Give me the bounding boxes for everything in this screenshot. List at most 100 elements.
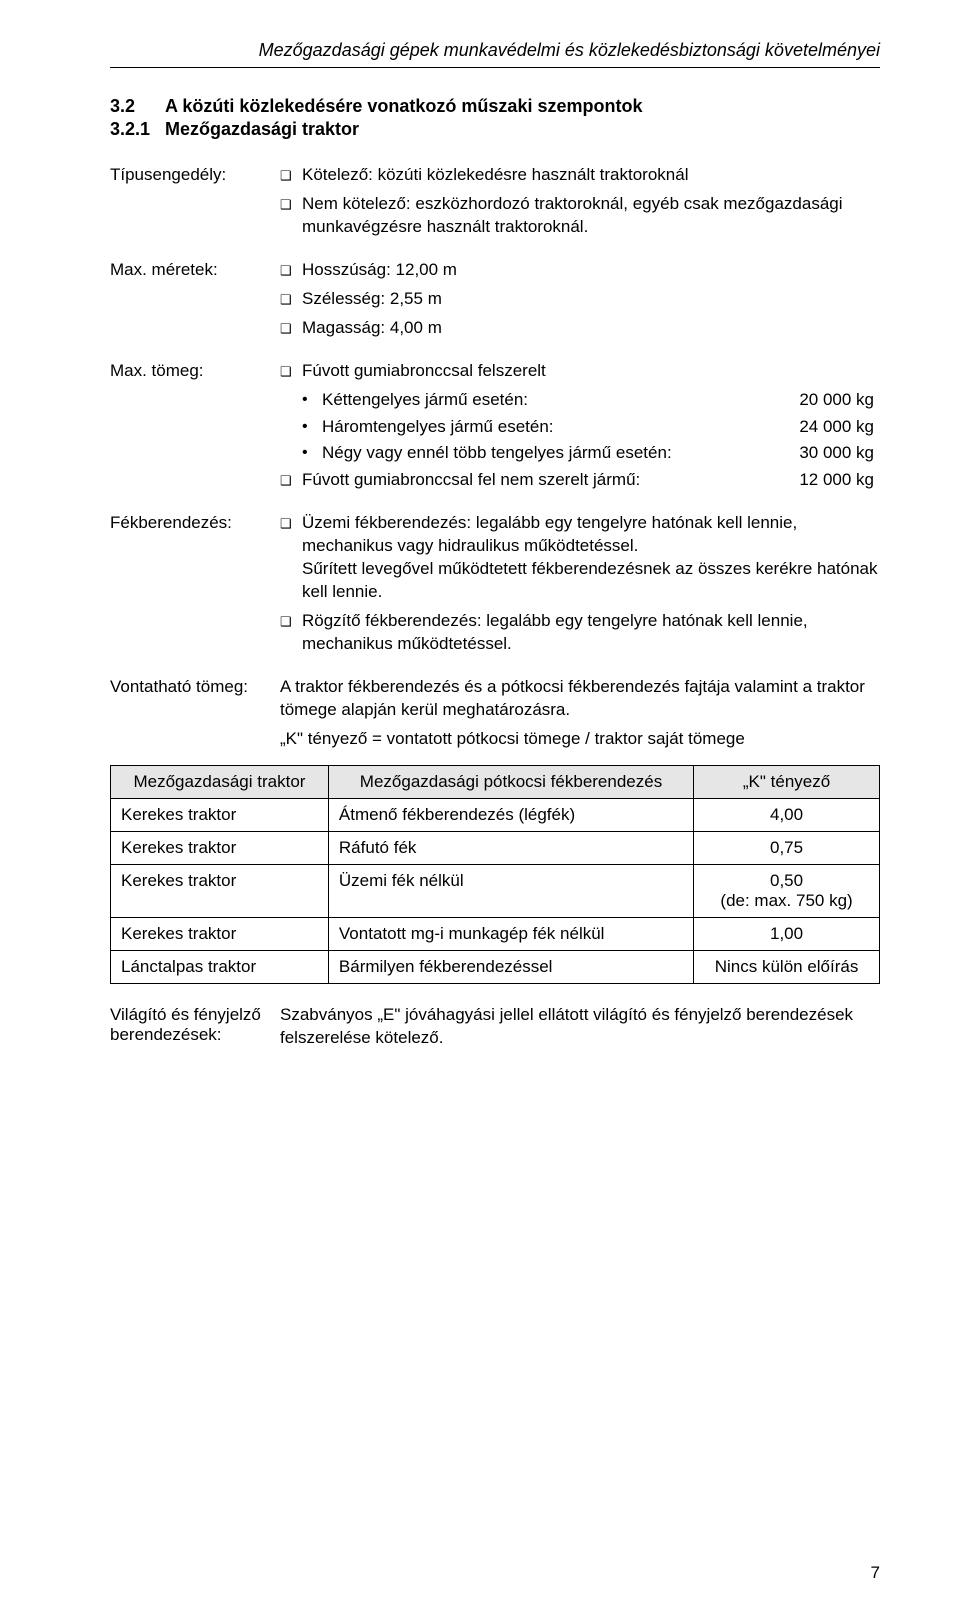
table-cell: Ráfutó fék — [328, 831, 693, 864]
section-title: A közúti közlekedésére vonatkozó műszaki… — [165, 96, 642, 117]
sub-list-item: • Négy vagy ennél több tengelyes jármű e… — [302, 442, 880, 465]
table-cell: 4,00 — [694, 798, 880, 831]
header-rule — [110, 67, 880, 68]
spec-block: Típusengedély: ❑ Kötelező: közúti közlek… — [110, 164, 880, 751]
sub-value: 24 000 kg — [769, 416, 880, 439]
table-header-cell: Mezőgazdasági pótkocsi fékberendezés — [328, 765, 693, 798]
table-cell: Kerekes traktor — [111, 917, 329, 950]
dot-bullet-icon: • — [302, 442, 322, 464]
list-text: Hosszúság: 12,00 m — [302, 259, 880, 282]
table-header-row: Mezőgazdasági traktor Mezőgazdasági pótk… — [111, 765, 880, 798]
spec-body: ❑ Hosszúság: 12,00 m ❑ Szélesség: 2,55 m… — [280, 259, 880, 346]
sub-list: • Kéttengelyes jármű esetén: 20 000 kg •… — [302, 389, 880, 466]
table-cell: 1,00 — [694, 917, 880, 950]
square-bullet-icon: ❑ — [280, 360, 302, 381]
spec-body: ❑ Kötelező: közúti közlekedésre használt… — [280, 164, 880, 245]
towable-p2: „K" tényező = vontatott pótkocsi tömege … — [280, 728, 880, 751]
square-bullet-icon: ❑ — [280, 512, 302, 533]
k-factor-table: Mezőgazdasági traktor Mezőgazdasági pótk… — [110, 765, 880, 984]
list-text: Kötelező: közúti közlekedésre használt t… — [302, 164, 880, 187]
table-cell: Üzemi fék nélkül — [328, 864, 693, 917]
lighting-p1: Szabványos „E" jóváhagyási jellel elláto… — [280, 1004, 880, 1050]
table-cell: 0,75 — [694, 831, 880, 864]
table-cell: Kerekes traktor — [111, 831, 329, 864]
spec-body: ❑ Fúvott gumiabronccsal felszerelt • Két… — [280, 360, 880, 499]
square-bullet-icon: ❑ — [280, 193, 302, 214]
spec-lighting-block: Világító és fényjelző berendezések: Szab… — [110, 1004, 880, 1050]
list-item: ❑ Hosszúság: 12,00 m — [280, 259, 880, 282]
list-text: Nem kötelező: eszközhordozó traktoroknál… — [302, 193, 880, 239]
table-header-cell: Mezőgazdasági traktor — [111, 765, 329, 798]
section-heading-3-2-1: 3.2.1 Mezőgazdasági traktor — [110, 119, 880, 140]
table-header-cell: „K" tényező — [694, 765, 880, 798]
towable-p1: A traktor fékberendezés és a pótkocsi fé… — [280, 676, 880, 722]
sub-list-item: • Kéttengelyes jármű esetén: 20 000 kg — [302, 389, 880, 412]
square-bullet-icon: ❑ — [280, 259, 302, 280]
square-bullet-icon: ❑ — [280, 317, 302, 338]
inline-value: 12 000 kg — [769, 469, 880, 492]
table-cell: Nincs külön előírás — [694, 950, 880, 983]
table-cell: Átmenő fékberendezés (légfék) — [328, 798, 693, 831]
section-heading-3-2: 3.2 A közúti közlekedésére vonatkozó műs… — [110, 96, 880, 117]
sub-value: 30 000 kg — [769, 442, 880, 465]
brakes-p2: Sűrített levegővel működtetett fékberend… — [302, 559, 878, 601]
list-text: Fúvott gumiabronccsal fel nem szerelt já… — [302, 469, 880, 492]
spec-max-weight: Max. tömeg: ❑ Fúvott gumiabronccsal fels… — [110, 360, 880, 499]
square-bullet-icon: ❑ — [280, 469, 302, 490]
spec-label: Max. tömeg: — [110, 360, 280, 381]
spec-label: Max. méretek: — [110, 259, 280, 280]
section-title: Mezőgazdasági traktor — [165, 119, 359, 140]
square-bullet-icon: ❑ — [280, 610, 302, 631]
page: Mezőgazdasági gépek munkavédelmi és közl… — [0, 0, 960, 1613]
list-text: Magasság: 4,00 m — [302, 317, 880, 340]
section-number: 3.2.1 — [110, 119, 165, 140]
spec-body: Szabványos „E" jóváhagyási jellel elláto… — [280, 1004, 880, 1050]
table-row: Kerekes traktor Vontatott mg-i munkagép … — [111, 917, 880, 950]
table-cell: 0,50 (de: max. 750 kg) — [694, 864, 880, 917]
spec-body: A traktor fékberendezés és a pótkocsi fé… — [280, 676, 880, 751]
spec-max-dimensions: Max. méretek: ❑ Hosszúság: 12,00 m ❑ Szé… — [110, 259, 880, 346]
list-text: Üzemi fékberendezés: legalább egy tengel… — [302, 512, 880, 604]
list-item: ❑ Nem kötelező: eszközhordozó traktorokn… — [280, 193, 880, 239]
spec-label: Vontatható tömeg: — [110, 676, 280, 697]
spec-brakes: Fékberendezés: ❑ Üzemi fékberendezés: le… — [110, 512, 880, 662]
page-header-title: Mezőgazdasági gépek munkavédelmi és közl… — [110, 40, 880, 61]
list-item: ❑ Üzemi fékberendezés: legalább egy teng… — [280, 512, 880, 604]
sub-label: Négy vagy ennél több tengelyes jármű ese… — [322, 442, 769, 465]
dot-bullet-icon: • — [302, 389, 322, 411]
list-text: Szélesség: 2,55 m — [302, 288, 880, 311]
spec-towable: Vontatható tömeg: A traktor fékberendezé… — [110, 676, 880, 751]
spec-label: Fékberendezés: — [110, 512, 280, 533]
brakes-p1: Üzemi fékberendezés: legalább egy tengel… — [302, 513, 797, 555]
page-number: 7 — [871, 1563, 880, 1583]
table-row: Kerekes traktor Üzemi fék nélkül 0,50 (d… — [111, 864, 880, 917]
table-row: Lánctalpas traktor Bármilyen fékberendez… — [111, 950, 880, 983]
inline-label: Fúvott gumiabronccsal fel nem szerelt já… — [302, 469, 769, 492]
section-number: 3.2 — [110, 96, 165, 117]
table-cell: Vontatott mg-i munkagép fék nélkül — [328, 917, 693, 950]
list-item: ❑ Kötelező: közúti közlekedésre használt… — [280, 164, 880, 187]
list-text: Rögzítő fékberendezés: legalább egy teng… — [302, 610, 880, 656]
list-item: ❑ Szélesség: 2,55 m — [280, 288, 880, 311]
square-bullet-icon: ❑ — [280, 164, 302, 185]
list-text: Fúvott gumiabronccsal felszerelt — [302, 360, 880, 383]
sub-value: 20 000 kg — [769, 389, 880, 412]
list-item: ❑ Fúvott gumiabronccsal fel nem szerelt … — [280, 469, 880, 492]
spec-lighting: Világító és fényjelző berendezések: Szab… — [110, 1004, 880, 1050]
table-row: Kerekes traktor Átmenő fékberendezés (lé… — [111, 798, 880, 831]
table-cell: Lánctalpas traktor — [111, 950, 329, 983]
table-row: Kerekes traktor Ráfutó fék 0,75 — [111, 831, 880, 864]
list-item: ❑ Rögzítő fékberendezés: legalább egy te… — [280, 610, 880, 656]
sub-label: Háromtengelyes jármű esetén: — [322, 416, 769, 439]
list-item: ❑ Fúvott gumiabronccsal felszerelt — [280, 360, 880, 383]
table-cell: Kerekes traktor — [111, 864, 329, 917]
sub-list-item: • Háromtengelyes jármű esetén: 24 000 kg — [302, 416, 880, 439]
sub-label: Kéttengelyes jármű esetén: — [322, 389, 769, 412]
spec-label: Világító és fényjelző berendezések: — [110, 1004, 280, 1045]
spec-label: Típusengedély: — [110, 164, 280, 185]
spec-body: ❑ Üzemi fékberendezés: legalább egy teng… — [280, 512, 880, 662]
spec-type-approval: Típusengedély: ❑ Kötelező: közúti közlek… — [110, 164, 880, 245]
table-cell: Kerekes traktor — [111, 798, 329, 831]
list-item: ❑ Magasság: 4,00 m — [280, 317, 880, 340]
square-bullet-icon: ❑ — [280, 288, 302, 309]
